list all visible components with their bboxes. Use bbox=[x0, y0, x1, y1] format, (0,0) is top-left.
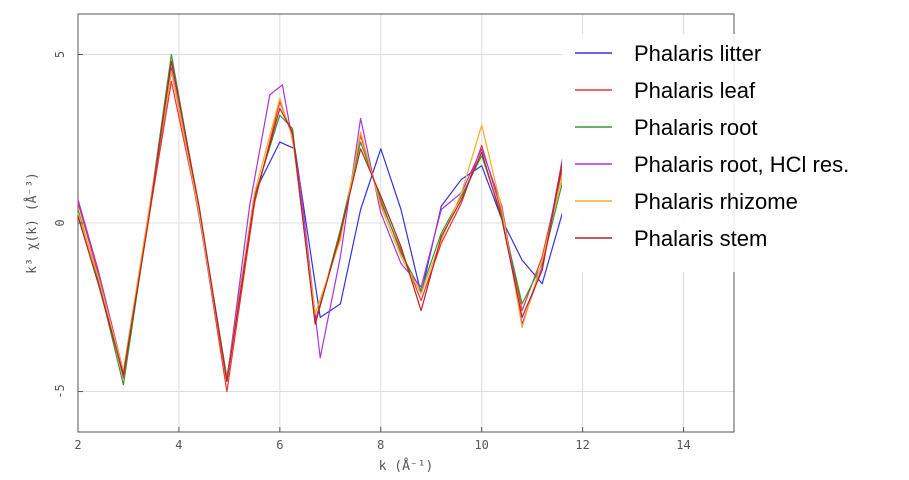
y-axis-label: k³ χ(k) (Å⁻³) bbox=[24, 172, 40, 274]
series-lines bbox=[77, 53, 563, 393]
x-tick-label: 4 bbox=[175, 438, 182, 452]
y-tick-label: 5 bbox=[53, 51, 67, 58]
legend: Phalaris litter Phalaris leaf Phalaris roo… bbox=[575, 41, 849, 251]
legend-box bbox=[562, 34, 909, 272]
y-tick-label: 0 bbox=[53, 219, 67, 226]
series-line-5 bbox=[77, 70, 563, 382]
legend-label-3: Phalaris root bbox=[634, 115, 758, 140]
legend-label-5: Phalaris rhizome bbox=[634, 189, 798, 214]
x-axis-label: k (Å⁻¹) bbox=[379, 458, 434, 474]
y-tick-label: -5 bbox=[53, 384, 67, 398]
x-tick-label: 6 bbox=[276, 438, 283, 452]
legend-label-1: Phalaris litter bbox=[634, 41, 761, 66]
legend-label-2: Phalaris leaf bbox=[634, 78, 756, 103]
x-tick-label: 8 bbox=[377, 438, 384, 452]
x-axis-ticks: 2 4 6 8 10 12 14 bbox=[74, 427, 691, 452]
x-tick-label: 10 bbox=[474, 438, 488, 452]
x-tick-label: 14 bbox=[676, 438, 690, 452]
series-line-6 bbox=[77, 60, 563, 382]
x-tick-label: 12 bbox=[575, 438, 589, 452]
y-axis-ticks: 5 0 -5 bbox=[53, 51, 83, 399]
legend-label-6: Phalaris stem bbox=[634, 226, 767, 251]
legend-label-4: Phalaris root, HCl res. bbox=[634, 152, 849, 177]
x-tick-label: 2 bbox=[74, 438, 81, 452]
